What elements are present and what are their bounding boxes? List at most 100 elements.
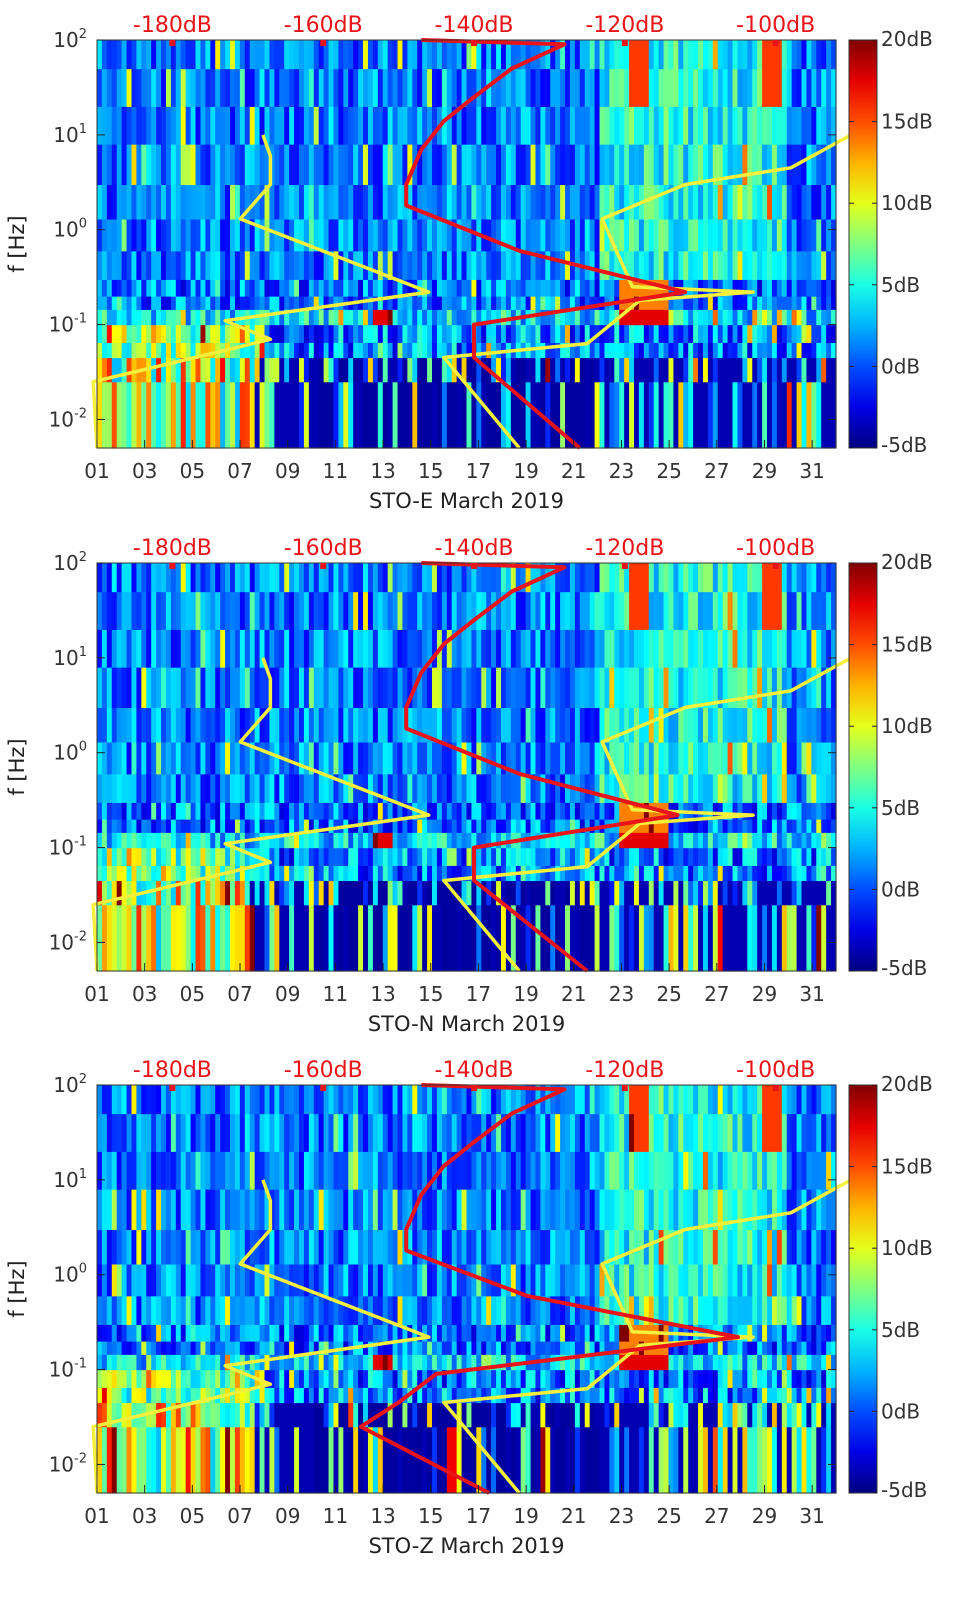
top-axis-tick-mark [471, 563, 478, 569]
x-tick-label: 21 [561, 459, 586, 483]
x-tick-label: 19 [513, 459, 538, 483]
y-tick-base: 10 [53, 646, 78, 670]
top-axis-label: -100dB [736, 1058, 815, 1083]
x-axis-label: STO-E March 2019 [369, 489, 564, 513]
y-tick-base: 10 [49, 930, 74, 954]
x-tick-label: 05 [180, 982, 205, 1006]
top-axis-label: -120dB [585, 13, 664, 38]
x-tick-label: 19 [513, 1504, 538, 1528]
x-tick-label: 27 [704, 982, 729, 1006]
y-tick-base: 10 [53, 741, 78, 765]
x-tick-label: 25 [656, 1504, 681, 1528]
colorbar-tick-label: -5dB [881, 956, 927, 980]
x-tick-label: 31 [799, 459, 824, 483]
colorbar-tick-label: 5dB [881, 273, 920, 297]
top-axis-label: -120dB [585, 536, 664, 561]
colorbar-tick-label: 0dB [881, 877, 920, 901]
colorbar-tick-label: 15dB [881, 110, 933, 134]
x-tick-label: 07 [227, 982, 252, 1006]
y-tick-label: 10-1 [49, 312, 87, 337]
y-tick-exponent: -1 [74, 835, 87, 850]
top-axis-tick-mark [621, 1085, 628, 1091]
red-psd-curve-2 [404, 38, 688, 450]
y-tick-label: 100 [53, 1262, 87, 1287]
top-axis-tick-mark [621, 563, 628, 569]
x-tick-label: 13 [370, 459, 395, 483]
plot-frame [96, 562, 837, 972]
x-tick-label: 23 [609, 459, 634, 483]
yellow-noise-model-0 [91, 657, 431, 972]
top-axis-label: -100dB [736, 13, 815, 38]
y-tick-label: 10-1 [49, 1357, 87, 1382]
top-axis-tick-mark [471, 1085, 478, 1091]
x-tick-label: 31 [799, 982, 824, 1006]
y-tick-exponent: 2 [79, 27, 87, 42]
x-axis-label: STO-Z March 2019 [368, 1534, 564, 1558]
x-tick-label: 25 [656, 459, 681, 483]
y-tick-base: 10 [53, 1168, 78, 1192]
y-tick-label: 100 [53, 217, 87, 242]
y-tick-exponent: -2 [74, 406, 87, 421]
x-tick-label: 15 [418, 1504, 443, 1528]
y-tick-label: 102 [53, 27, 87, 52]
colorbar-tick-label: 15dB [881, 1155, 933, 1179]
y-tick-label: 101 [53, 645, 87, 670]
x-tick-label: 11 [323, 982, 348, 1006]
yellow-noise-model-0 [91, 134, 431, 449]
x-tick-label: 29 [752, 982, 777, 1006]
top-axis-label: -180dB [133, 1058, 212, 1083]
x-tick-label: 09 [275, 982, 300, 1006]
y-tick-label: 101 [53, 1167, 87, 1192]
colorbar: 20dB 15dB 10dB 5dB 0dB -5dB [848, 1072, 933, 1502]
y-tick-label: 102 [53, 1072, 87, 1097]
spectrogram-image [97, 563, 837, 972]
y-tick-exponent: -1 [74, 312, 87, 327]
yellow-noise-model-0 [91, 1179, 431, 1494]
x-tick-label: 11 [323, 459, 348, 483]
y-tick-base: 10 [49, 836, 74, 860]
y-tick-exponent: 1 [79, 1167, 87, 1182]
top-axis-tick-mark [169, 1085, 176, 1091]
top-axis-tick-mark [320, 40, 327, 46]
red-psd-curve-2 [358, 1083, 740, 1495]
x-tick-label: 05 [180, 459, 205, 483]
y-tick-label: 10-2 [49, 1451, 87, 1476]
colorbar: 20dB 15dB 10dB 5dB 0dB -5dB [848, 27, 933, 457]
yellow-noise-model-1 [442, 133, 852, 450]
colorbar-tick-label: -5dB [881, 433, 927, 457]
x-tick-label: 09 [275, 459, 300, 483]
y-tick-exponent: -1 [74, 1357, 87, 1372]
x-tick-label: 11 [323, 1504, 348, 1528]
y-tick-base: 10 [53, 28, 78, 52]
x-tick-label: 07 [227, 1504, 252, 1528]
y-tick-base: 10 [53, 1073, 78, 1097]
top-axis-label: -180dB [133, 13, 212, 38]
y-tick-base: 10 [49, 1358, 74, 1382]
x-tick-label: 15 [418, 982, 443, 1006]
x-tick-label: 21 [561, 1504, 586, 1528]
colorbar-gradient [848, 39, 878, 449]
top-axis-label: -120dB [585, 1058, 664, 1083]
x-tick-label: 27 [704, 1504, 729, 1528]
y-tick-base: 10 [53, 551, 78, 575]
spectrogram-image [97, 1085, 837, 1494]
x-tick-label: 03 [132, 1504, 157, 1528]
x-tick-label: 07 [227, 459, 252, 483]
top-axis-label: -140dB [435, 13, 514, 38]
y-tick-label: 10-2 [49, 406, 87, 431]
y-tick-base: 10 [53, 1263, 78, 1287]
y-tick-exponent: -2 [74, 1451, 87, 1466]
x-axis-label: STO-N March 2019 [368, 1012, 565, 1036]
colorbar-tick-label: 5dB [881, 1318, 920, 1342]
x-tick-label: 13 [370, 982, 395, 1006]
x-tick-label: 23 [609, 1504, 634, 1528]
y-tick-base: 10 [53, 218, 78, 242]
top-axis-label: -180dB [133, 536, 212, 561]
colorbar-tick-label: 10dB [881, 714, 933, 738]
x-tick-label: 17 [466, 982, 491, 1006]
colorbar-tick-label: 20dB [881, 27, 933, 51]
x-tick-label: 01 [84, 459, 109, 483]
